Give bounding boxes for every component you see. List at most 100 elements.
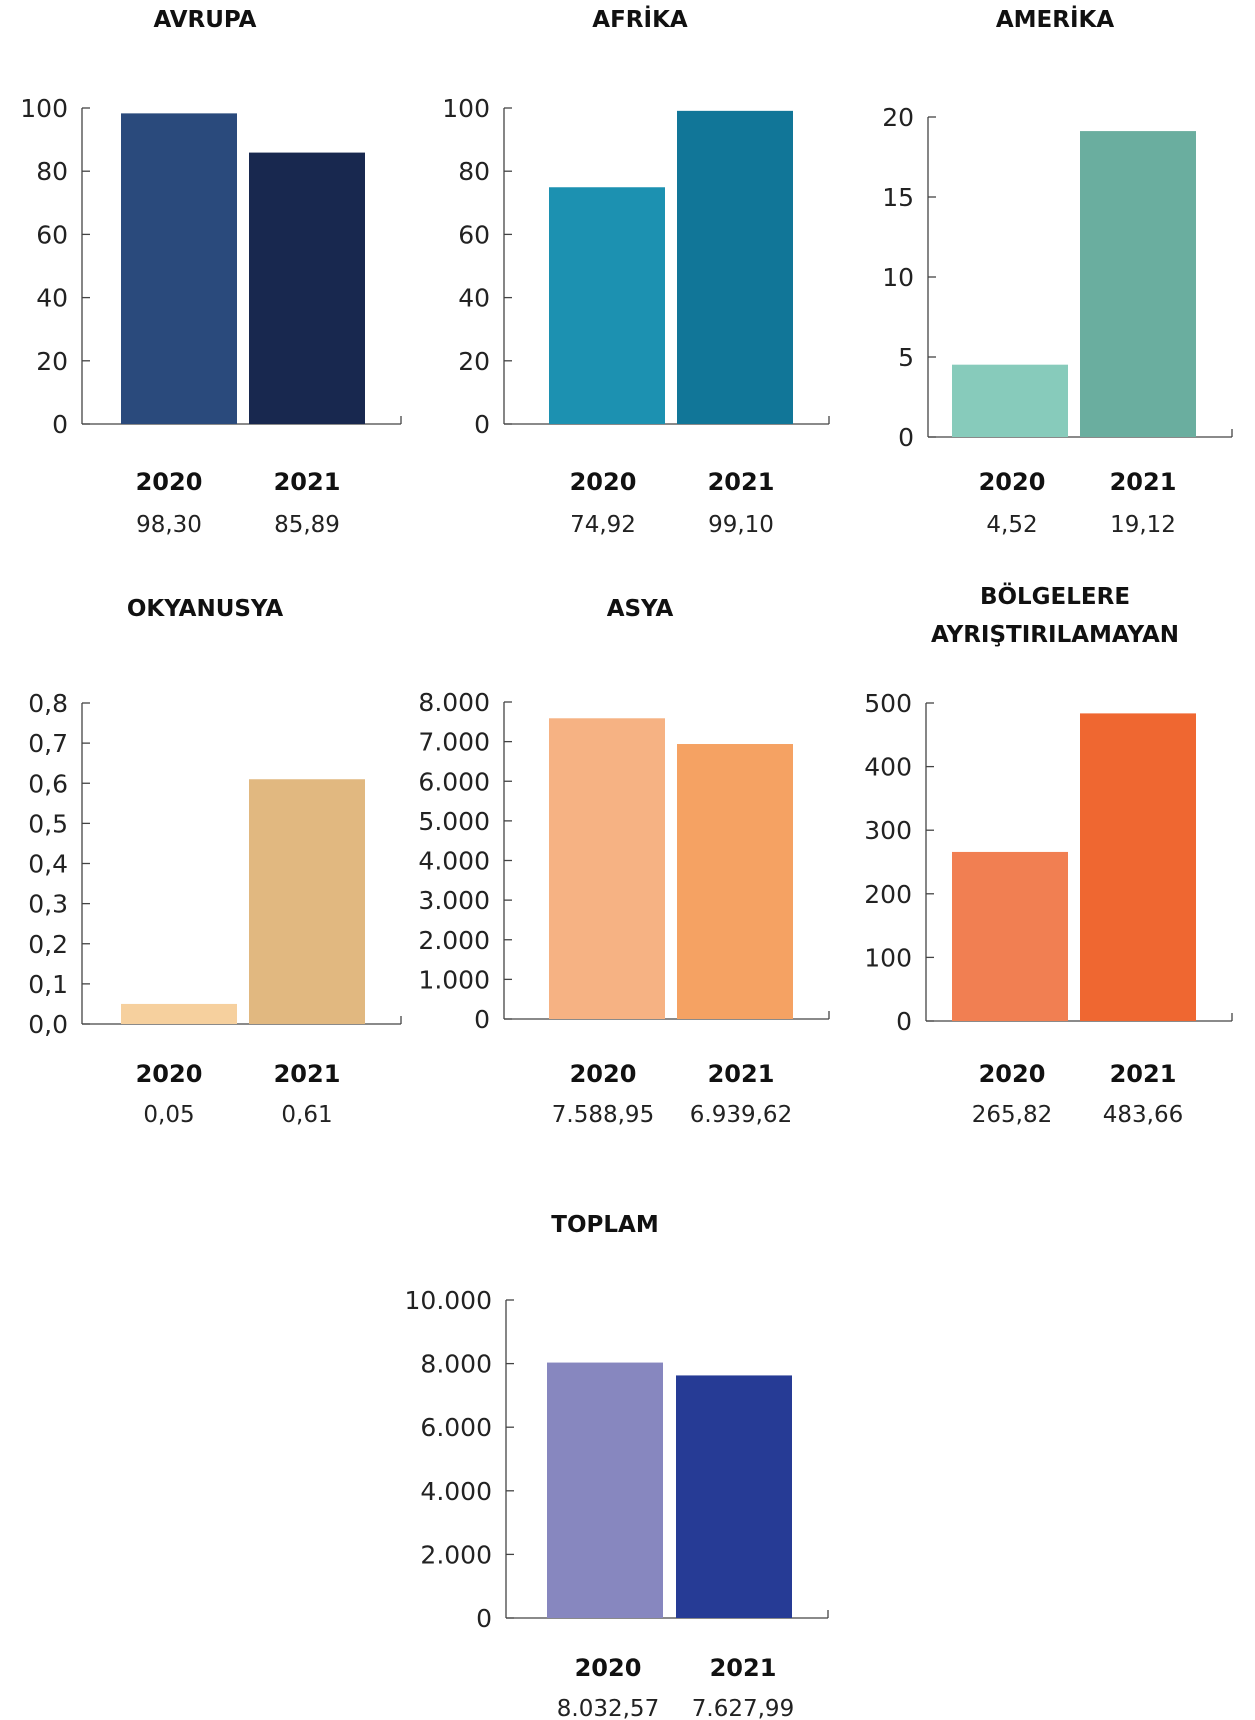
value-label: 6.939,62 bbox=[690, 1102, 792, 1128]
chart-panel-asya: ASYA 0 1.000 2.000 3.000 4.000 5.000 6.000 7.00… bbox=[418, 590, 845, 1150]
y-tick-label: 500 bbox=[864, 689, 912, 718]
y-tick-label: 2.000 bbox=[418, 926, 490, 955]
chart-title: TOPLAM bbox=[551, 1212, 659, 1238]
y-tick-label: 6.000 bbox=[418, 767, 490, 796]
y-tick-label: 0,0 bbox=[28, 1010, 68, 1039]
y-tick-label: 1.000 bbox=[418, 965, 490, 994]
category-label: 2020 bbox=[575, 1654, 642, 1682]
chart-title-line-1: BÖLGELERE bbox=[979, 584, 1131, 610]
value-label: 265,82 bbox=[972, 1102, 1052, 1128]
y-tick-label: 60 bbox=[36, 220, 68, 249]
y-tick-label: 5 bbox=[898, 343, 914, 372]
y-tick-label: 80 bbox=[458, 157, 490, 186]
bar-2020 bbox=[952, 364, 1068, 437]
y-tick-label: 10.000 bbox=[405, 1286, 492, 1315]
value-label: 7.588,95 bbox=[552, 1102, 654, 1128]
chart-panel-afrika: AFRİKA 0 20 40 60 80 100 2020 74,92 2021 99,10 bbox=[435, 0, 845, 560]
y-tick-label: 20 bbox=[458, 347, 490, 376]
bar-chart: 0 2.000 4.000 6.000 8.000 10.000 2020 8.032,57 2… bbox=[405, 1286, 829, 1720]
bar-2020 bbox=[952, 851, 1068, 1021]
chart-panel-avrupa: AVRUPA 0 20 40 60 80 100 2020 98,30 2021 85,89 bbox=[0, 0, 410, 560]
y-tick-label: 20 bbox=[36, 347, 68, 376]
bar-2020 bbox=[121, 113, 237, 424]
y-tick-label: 8.000 bbox=[418, 688, 490, 717]
y-tick-label: 100 bbox=[20, 94, 68, 123]
y-tick-label: 0,1 bbox=[28, 970, 68, 999]
chart-title-line-2: AYRIŞTIRILAMAYAN bbox=[930, 622, 1180, 648]
value-label: 19,12 bbox=[1110, 512, 1176, 538]
bar-2021 bbox=[249, 152, 365, 425]
bar-2021 bbox=[676, 1375, 792, 1618]
category-label: 2021 bbox=[710, 1654, 777, 1682]
chart-title: AVRUPA bbox=[153, 7, 257, 33]
category-label: 2020 bbox=[979, 1060, 1046, 1088]
bar-2021 bbox=[677, 744, 793, 1019]
category-label: 2021 bbox=[708, 468, 775, 496]
y-tick-label: 40 bbox=[458, 284, 490, 313]
y-tick-label: 7.000 bbox=[418, 728, 490, 757]
y-tick-label: 0,2 bbox=[28, 930, 68, 959]
chart-title: AFRİKA bbox=[592, 7, 688, 33]
y-tick-label: 300 bbox=[864, 816, 912, 845]
chart-title: AMERİKA bbox=[995, 7, 1115, 33]
y-tick-label: 0 bbox=[52, 410, 68, 439]
y-tick-label: 0,4 bbox=[28, 850, 68, 879]
value-label: 0,61 bbox=[281, 1102, 332, 1128]
y-tick-label: 0,8 bbox=[28, 689, 68, 718]
y-tick-label: 0 bbox=[474, 410, 490, 439]
chart-title: BÖLGELERE AYRIŞTIRILAMAYAN bbox=[855, 578, 1255, 654]
y-tick-label: 0 bbox=[476, 1604, 492, 1633]
chart-panel-bolgelere-ayristirilamayan: BÖLGELERE AYRIŞTIRILAMAYAN 0 100 200 300 400… bbox=[855, 570, 1255, 1150]
category-label: 2021 bbox=[274, 468, 341, 496]
y-tick-label: 15 bbox=[882, 183, 914, 212]
bar-2021 bbox=[1080, 713, 1196, 1021]
y-tick-label: 100 bbox=[864, 943, 912, 972]
chart-title: ASYA bbox=[606, 596, 674, 622]
category-label: 2021 bbox=[708, 1060, 775, 1088]
chart-panel-toplam: TOPLAM 0 2.000 4.000 6.000 8.000 10.000 2020 8.… bbox=[400, 1190, 840, 1720]
bar-2020 bbox=[549, 187, 665, 424]
bar-chart: 0 20 40 60 80 100 2020 98,30 2021 85,89 bbox=[20, 94, 402, 538]
y-tick-label: 20 bbox=[882, 103, 914, 132]
bar-2021 bbox=[1080, 131, 1196, 437]
value-label: 85,89 bbox=[274, 512, 340, 538]
y-tick-label: 0,3 bbox=[28, 890, 68, 919]
value-label: 74,92 bbox=[570, 512, 636, 538]
value-label: 0,05 bbox=[143, 1102, 194, 1128]
y-tick-label: 2.000 bbox=[420, 1540, 492, 1569]
value-label: 98,30 bbox=[136, 512, 202, 538]
y-tick-label: 3.000 bbox=[418, 886, 490, 915]
category-label: 2020 bbox=[136, 1060, 203, 1088]
y-tick-label: 4.000 bbox=[420, 1477, 492, 1506]
bar-2021 bbox=[249, 779, 365, 1024]
category-label: 2021 bbox=[1110, 468, 1177, 496]
category-label: 2021 bbox=[1110, 1060, 1177, 1088]
y-tick-label: 400 bbox=[864, 753, 912, 782]
bar-chart: 0,0 0,1 0,2 0,3 0,4 0,5 0,6 0,7 0,8 2020 0,05 2021 0… bbox=[28, 689, 402, 1128]
y-tick-label: 10 bbox=[882, 263, 914, 292]
y-tick-label: 0,6 bbox=[28, 769, 68, 798]
category-label: 2020 bbox=[570, 1060, 637, 1088]
value-label: 99,10 bbox=[708, 512, 774, 538]
value-label: 483,66 bbox=[1103, 1102, 1183, 1128]
value-label: 7.627,99 bbox=[692, 1696, 794, 1720]
value-label: 4,52 bbox=[986, 512, 1037, 538]
chart-panel-amerika: AMERİKA 0 5 10 15 20 2020 4,52 2021 19,12 bbox=[855, 0, 1255, 560]
y-tick-label: 60 bbox=[458, 220, 490, 249]
y-tick-label: 0,7 bbox=[28, 729, 68, 758]
y-tick-label: 8.000 bbox=[420, 1350, 492, 1379]
y-tick-label: 0 bbox=[896, 1007, 912, 1036]
y-tick-label: 100 bbox=[442, 94, 490, 123]
y-tick-label: 4.000 bbox=[418, 847, 490, 876]
category-label: 2020 bbox=[979, 468, 1046, 496]
bar-2021 bbox=[677, 110, 793, 425]
y-tick-label: 0 bbox=[898, 423, 914, 452]
y-tick-label: 80 bbox=[36, 157, 68, 186]
category-label: 2021 bbox=[274, 1060, 341, 1088]
bar-2020 bbox=[547, 1362, 663, 1618]
bar-2020 bbox=[549, 718, 665, 1019]
chart-panel-okyanusya: OKYANUSYA 0,0 0,1 0,2 0,3 0,4 0,5 0,6 0,7 0,8 202… bbox=[0, 590, 410, 1150]
value-label: 8.032,57 bbox=[557, 1696, 659, 1720]
y-tick-label: 40 bbox=[36, 284, 68, 313]
